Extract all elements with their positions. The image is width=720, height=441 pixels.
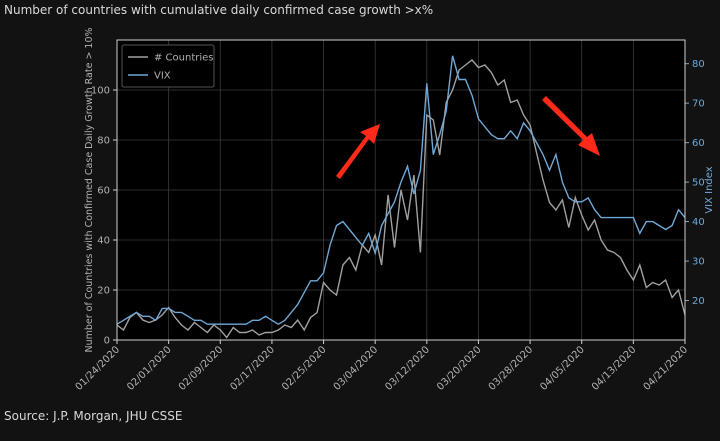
chart-title: Number of countries with cumulative dail…: [4, 3, 433, 17]
y2-tick-label: 80: [692, 59, 705, 70]
y-tick-label: 100: [91, 86, 110, 97]
legend-label: VIX: [154, 71, 171, 82]
y2-tick-label: 40: [692, 217, 705, 228]
arrow-down: [542, 96, 600, 156]
y2-axis-label: VIX Index: [704, 166, 715, 213]
y2-tick-label: 60: [692, 138, 705, 149]
arrow-up: [336, 124, 380, 179]
source-note: Source: J.P. Morgan, JHU CSSE: [4, 409, 182, 423]
y-tick-label: 60: [97, 186, 110, 197]
y2-tick-label: 50: [692, 178, 705, 189]
series-line: [116, 59, 686, 339]
series-line: [116, 55, 686, 326]
plot-frame: [116, 39, 686, 341]
y2-tick-label: 20: [692, 296, 705, 307]
y2-tick-label: 30: [692, 257, 705, 268]
legend-box: [121, 44, 215, 88]
y-axis-label: Number of Countries with Confirmed Case …: [84, 27, 95, 352]
y-tick-label: 0: [104, 336, 110, 347]
legend: # Countries VIX: [121, 44, 215, 88]
y-tick-label: 20: [97, 286, 110, 297]
legend-label: # Countries: [154, 53, 214, 64]
lines: [116, 55, 686, 339]
y-tick-label: 80: [97, 136, 110, 147]
y-tick-label: 40: [97, 236, 110, 247]
y2-tick-label: 70: [692, 99, 705, 110]
